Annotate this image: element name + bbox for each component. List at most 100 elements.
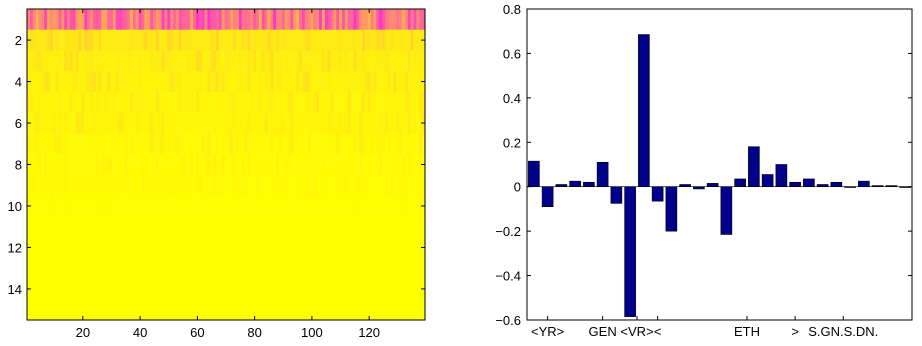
heatmap-cell — [390, 71, 394, 93]
heatmap-cell — [410, 299, 414, 321]
heatmap-cell — [362, 29, 366, 51]
heatmap-cell — [72, 237, 77, 259]
heatmap-cell — [115, 299, 120, 321]
heatmap-cell — [384, 50, 389, 72]
heatmap-cell — [233, 133, 237, 155]
heatmap-cell — [210, 257, 214, 279]
heatmap-cell — [344, 154, 349, 176]
heatmap-cell — [402, 237, 406, 259]
heatmap-cell — [107, 299, 111, 321]
heatmap-cell — [132, 299, 137, 321]
heatmap-cell — [410, 195, 414, 217]
heatmap-cell — [121, 112, 125, 134]
heatmap-cell — [29, 133, 34, 155]
heatmap-cell — [284, 216, 288, 238]
heatmap-cell — [101, 9, 105, 31]
heatmap-cell — [141, 154, 145, 176]
heatmap-cell — [204, 71, 208, 93]
heatmap-cell — [75, 133, 79, 155]
heatmap-cell — [75, 9, 79, 31]
heatmap-cell — [256, 174, 260, 196]
heatmap-cell — [207, 91, 211, 114]
heatmap-cell — [347, 112, 351, 134]
heatmap-cell — [341, 154, 346, 176]
heatmap-cell — [98, 71, 102, 93]
heatmap-cell — [201, 9, 205, 31]
heatmap-cell — [118, 216, 122, 238]
heatmap-cell — [198, 278, 203, 300]
heatmap-cell — [384, 216, 389, 238]
heatmap-cell — [187, 154, 191, 176]
heatmap-cell — [387, 278, 392, 300]
heatmap-cell — [213, 91, 217, 114]
heatmap-cell — [296, 112, 300, 134]
heatmap-cell — [250, 29, 254, 51]
heatmap-cell — [327, 174, 331, 196]
heatmap-cell — [396, 299, 400, 321]
bar-category-label: <VR> — [620, 324, 653, 339]
heatmap-cell — [316, 216, 320, 238]
heatmap-cell — [173, 299, 177, 321]
heatmap-cell — [155, 29, 160, 51]
heatmap-cell — [290, 278, 294, 300]
heatmap-cell — [89, 257, 94, 279]
heatmap-cell — [247, 133, 251, 155]
heatmap-cell — [64, 278, 68, 300]
heatmap-cell — [250, 299, 254, 321]
heatmap-cell — [382, 133, 386, 155]
heatmap-cell — [150, 133, 154, 155]
heatmap-cell — [89, 112, 94, 134]
heatmap-cell — [278, 257, 283, 279]
heatmap-cell — [379, 112, 383, 134]
heatmap-cell — [344, 50, 349, 72]
heatmap-cell — [210, 278, 214, 300]
heatmap-cell — [241, 154, 246, 176]
heatmap-cell — [264, 154, 268, 176]
heatmap-cell — [238, 133, 243, 155]
heatmap-cell — [310, 91, 314, 114]
heatmap-cell — [327, 71, 331, 93]
heatmap-cell — [379, 50, 383, 72]
heatmap-cell — [98, 299, 102, 321]
heatmap-cell — [281, 50, 286, 72]
heatmap-cell — [413, 112, 417, 134]
heatmap-cell — [270, 9, 274, 31]
heatmap-cell — [304, 112, 308, 134]
heatmap-cell — [207, 50, 211, 72]
heatmap-cell — [321, 174, 326, 196]
heatmap-cell — [204, 216, 208, 238]
heatmap-cell — [135, 71, 140, 93]
heatmap-cell — [236, 174, 240, 196]
heatmap-cell — [135, 9, 140, 31]
heatmap-cell — [112, 299, 117, 321]
heatmap-cell — [416, 9, 420, 31]
heatmap-cell — [396, 216, 400, 238]
heatmap-cell — [118, 195, 122, 217]
heatmap-cell — [178, 71, 183, 93]
heatmap-cell — [124, 91, 128, 114]
heatmap-cell — [264, 299, 268, 321]
heatmap-cell — [195, 71, 200, 93]
heatmap-cell — [118, 299, 122, 321]
heatmap-cell — [215, 154, 220, 176]
heatmap-cell — [170, 71, 174, 93]
heatmap-cell — [44, 71, 48, 93]
heatmap-cell — [101, 112, 105, 134]
heatmap-cell — [419, 237, 423, 259]
heatmap-cell — [81, 257, 85, 279]
heatmap-cell — [247, 91, 251, 114]
heatmap-cell — [296, 278, 300, 300]
heatmap-cell — [393, 50, 397, 72]
heatmap-cell — [141, 174, 145, 196]
heatmap-cell — [95, 9, 99, 31]
heatmap-cell — [296, 50, 300, 72]
heatmap-cell — [276, 299, 280, 321]
heatmap-cell — [396, 29, 400, 51]
heatmap-cell — [32, 257, 36, 279]
heatmap-cell — [64, 133, 68, 155]
heatmap-cell — [210, 50, 214, 72]
heatmap-cell — [344, 9, 349, 31]
heatmap-cell — [101, 237, 105, 259]
bar — [706, 183, 719, 188]
heatmap-cell — [333, 50, 337, 72]
